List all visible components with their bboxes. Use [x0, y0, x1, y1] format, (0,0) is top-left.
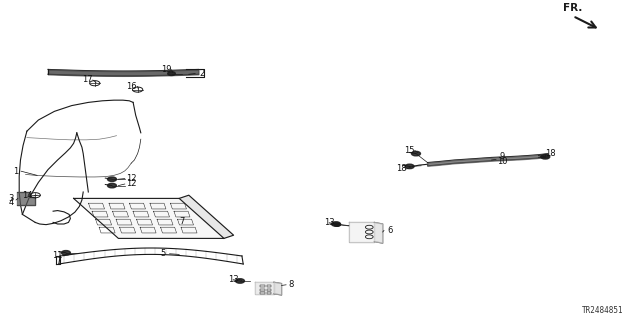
Text: 8: 8: [289, 280, 294, 289]
Text: FR.: FR.: [563, 3, 582, 13]
Circle shape: [61, 251, 70, 255]
Polygon shape: [349, 222, 374, 242]
Text: 2: 2: [199, 69, 204, 78]
Circle shape: [541, 155, 550, 159]
Polygon shape: [374, 222, 383, 243]
Text: 13: 13: [228, 275, 239, 284]
Text: 9: 9: [500, 152, 505, 161]
Bar: [267, 285, 271, 287]
Text: 19: 19: [161, 65, 172, 74]
Text: 6: 6: [388, 226, 393, 235]
Text: TR2484851: TR2484851: [582, 306, 624, 315]
Circle shape: [412, 151, 420, 156]
Bar: [260, 289, 265, 291]
Polygon shape: [255, 282, 274, 294]
Bar: [260, 292, 265, 294]
Circle shape: [108, 183, 116, 188]
Text: 16: 16: [126, 82, 136, 91]
Bar: [267, 289, 271, 291]
Text: 1: 1: [13, 167, 19, 176]
Text: 15: 15: [404, 146, 415, 155]
Polygon shape: [17, 192, 35, 205]
Polygon shape: [74, 198, 224, 238]
Text: 5: 5: [161, 249, 166, 258]
Bar: [267, 292, 271, 294]
Circle shape: [108, 177, 116, 181]
Text: 11: 11: [52, 252, 63, 260]
Circle shape: [405, 164, 414, 169]
Polygon shape: [179, 195, 234, 238]
Text: 10: 10: [497, 157, 508, 166]
Text: 12: 12: [126, 174, 136, 183]
Circle shape: [332, 222, 340, 226]
Circle shape: [168, 72, 175, 76]
Text: 14: 14: [22, 191, 33, 200]
Circle shape: [334, 223, 340, 226]
Text: 3: 3: [8, 194, 13, 203]
Polygon shape: [274, 282, 282, 295]
Text: 12: 12: [126, 180, 136, 188]
Text: 13: 13: [324, 218, 335, 227]
Text: 18: 18: [396, 164, 406, 173]
Text: 4: 4: [8, 198, 13, 207]
Text: 18: 18: [545, 149, 556, 158]
Circle shape: [236, 279, 244, 283]
Text: 7: 7: [180, 217, 185, 226]
Text: 17: 17: [82, 76, 92, 84]
Bar: [260, 285, 265, 287]
